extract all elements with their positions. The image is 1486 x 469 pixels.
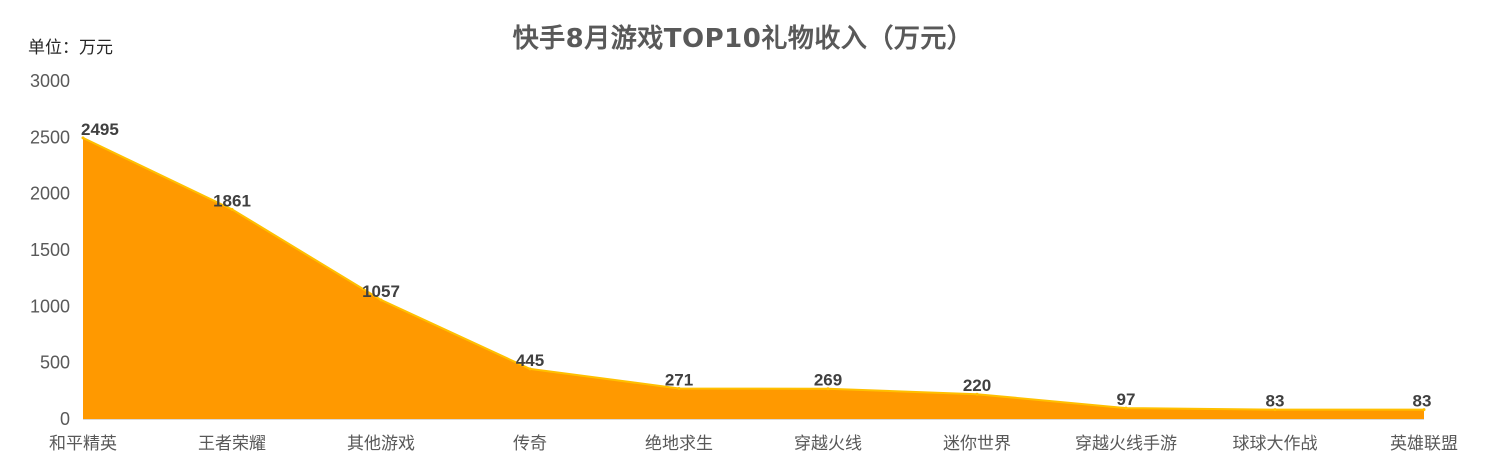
data-point [1124,406,1128,410]
x-category-label: 王者荣耀 [198,434,266,454]
data-point [528,367,532,371]
chart-title: 快手8月游戏TOP10礼物收入（万元） [512,24,974,54]
x-category-label: 传奇 [513,434,547,454]
x-category-label: 穿越火线手游 [1075,434,1177,454]
data-point [81,136,85,140]
data-point [826,387,830,391]
y-tick-label: 1500 [30,240,70,260]
data-label: 83 [1413,392,1432,411]
data-point [677,386,681,390]
data-point [1273,408,1277,412]
data-point [1422,408,1426,412]
data-label: 220 [963,376,991,395]
data-point [230,207,234,211]
x-axis-labels: 和平精英 王者荣耀 其他游戏 传奇 绝地求生 穿越火线 迷你世界 穿越火线手游 球球大作战 英雄联… [49,434,1458,454]
x-category-label: 英雄联盟 [1390,434,1458,454]
x-category-label: 迷你世界 [943,434,1011,454]
data-point [379,298,383,302]
y-tick-label: 3000 [30,71,70,91]
y-tick-label: 500 [40,353,70,373]
data-label: 2495 [81,120,119,139]
data-label: 271 [665,370,693,389]
data-label: 1057 [362,282,400,301]
x-category-label: 球球大作战 [1233,434,1318,454]
data-point [975,392,979,396]
data-label: 1861 [213,191,251,210]
y-tick-label: 1000 [30,296,70,316]
data-label: 445 [516,351,544,370]
y-tick-label: 2000 [30,184,70,204]
x-category-label: 穿越火线 [794,434,862,454]
x-category-label: 其他游戏 [347,434,415,454]
data-labels: 2495 1861 1057 445 271 269 220 97 83 83 [81,120,1431,411]
area-layer [81,136,1426,420]
x-category-label: 和平精英 [49,434,117,454]
y-tick-label: 0 [60,409,70,429]
y-tick-label: 2500 [30,127,70,147]
x-category-label: 绝地求生 [645,434,713,454]
data-label: 269 [814,371,842,390]
data-label: 97 [1117,390,1136,409]
area-edge [82,136,1424,411]
data-label: 83 [1266,392,1285,411]
area-fill [83,137,1424,419]
y-axis-ticks: 0 500 1000 1500 2000 2500 3000 [30,71,70,429]
unit-label: 单位：万元 [28,38,113,58]
